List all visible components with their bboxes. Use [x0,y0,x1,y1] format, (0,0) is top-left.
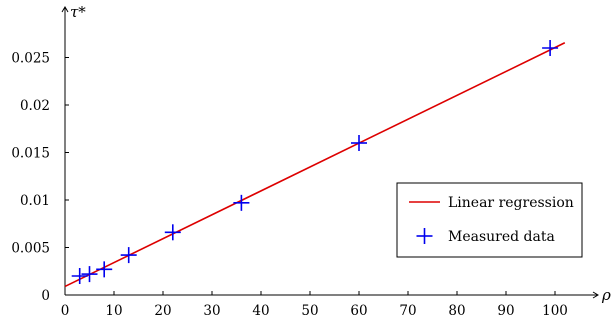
x-axis-arrowhead [592,291,599,299]
x-tick-label: 0 [61,303,70,319]
x-tick-label: 40 [252,303,269,319]
data-point [71,268,88,284]
data-point [351,135,367,151]
x-tick-label: 10 [105,303,122,319]
x-tick-label: 30 [203,303,220,319]
y-tick-label: 0.015 [11,146,50,162]
data-point [164,224,181,241]
y-axis-label: τ* [70,3,86,21]
legend-label-linear-regression: Linear regression [448,195,574,211]
x-tick-label: 70 [399,303,416,319]
legend-plus-marker [416,228,433,244]
axes: 0 10 20 30 40 50 60 70 80 90 100 0 0.005 0.01 0.015 0.… [11,3,611,319]
legend-box [396,182,583,258]
data-point [96,261,113,278]
data-point [120,247,137,264]
legend-label-measured-data: Measured data [448,229,555,245]
data-point [233,194,250,211]
legend-marker-sample [416,228,433,244]
y-tick-label: 0 [41,288,50,304]
x-tick-label: 60 [350,303,367,319]
x-axis-label: ρ [601,286,611,304]
data-point [81,266,98,283]
plot-area [64,40,566,288]
legend: Linear regression Measured data [396,182,583,258]
x-tick-label: 50 [301,303,318,319]
y-tick-label: 0.02 [20,98,50,114]
x-ticks: 0 10 20 30 40 50 60 70 80 90 100 [61,291,568,319]
regression-line [64,42,566,288]
x-tick-label: 100 [542,303,568,319]
y-ticks: 0 0.005 0.01 0.015 0.02 0.025 [11,51,69,304]
x-tick-label: 90 [497,303,514,319]
x-tick-label: 80 [448,303,465,319]
y-tick-label: 0.005 [11,241,50,257]
y-tick-label: 0.025 [11,51,50,67]
x-tick-label: 20 [154,303,171,319]
y-axis-arrowhead [61,6,69,13]
data-point [542,40,559,56]
y-tick-label: 0.01 [20,193,50,209]
